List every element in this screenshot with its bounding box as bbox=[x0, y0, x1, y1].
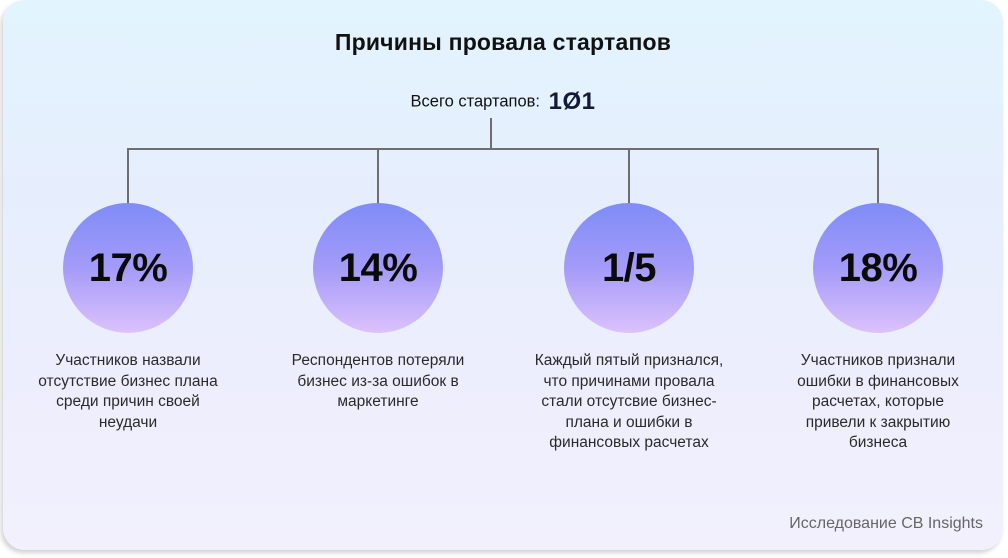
stat-value: 18% bbox=[838, 245, 918, 290]
connector-branch-1 bbox=[127, 148, 129, 204]
total-label: Всего стартапов: bbox=[410, 92, 540, 111]
stat-circle-4: 18% bbox=[813, 203, 943, 333]
stat-description-1: Участников назвали отсутствие бизнес пла… bbox=[38, 352, 218, 431]
total-value: 1Ø1 bbox=[548, 88, 596, 115]
source-credit: Исследование CB Insights bbox=[789, 515, 983, 532]
connector-branch-2 bbox=[377, 148, 379, 204]
page-title: Причины провала стартапов bbox=[334, 29, 672, 55]
stat-circle-3: 1/5 bbox=[564, 203, 694, 333]
connector-trunk bbox=[490, 118, 492, 150]
stat-circle-2: 14% bbox=[313, 203, 443, 333]
stat-description-3: Каждый пятый признался, что причинами пр… bbox=[534, 352, 724, 451]
infographic-card: Причины провала стартапов Всего стартапо… bbox=[3, 0, 1003, 550]
stat-value: 17% bbox=[88, 245, 168, 290]
stat-value: 1/5 bbox=[601, 245, 657, 290]
connector-branch-4 bbox=[877, 148, 879, 204]
stat-description-2: Респондентов потеряли бизнес из-за ошибо… bbox=[291, 352, 465, 410]
stat-description-4: Участников признали ошибки в финансовых … bbox=[797, 352, 959, 451]
stat-circle-1: 17% bbox=[63, 203, 193, 333]
connector-horizontal bbox=[127, 148, 879, 150]
stat-value: 14% bbox=[338, 245, 418, 290]
total-startups: Всего стартапов: 1Ø1 bbox=[3, 88, 1003, 116]
connector-branch-3 bbox=[628, 148, 630, 204]
